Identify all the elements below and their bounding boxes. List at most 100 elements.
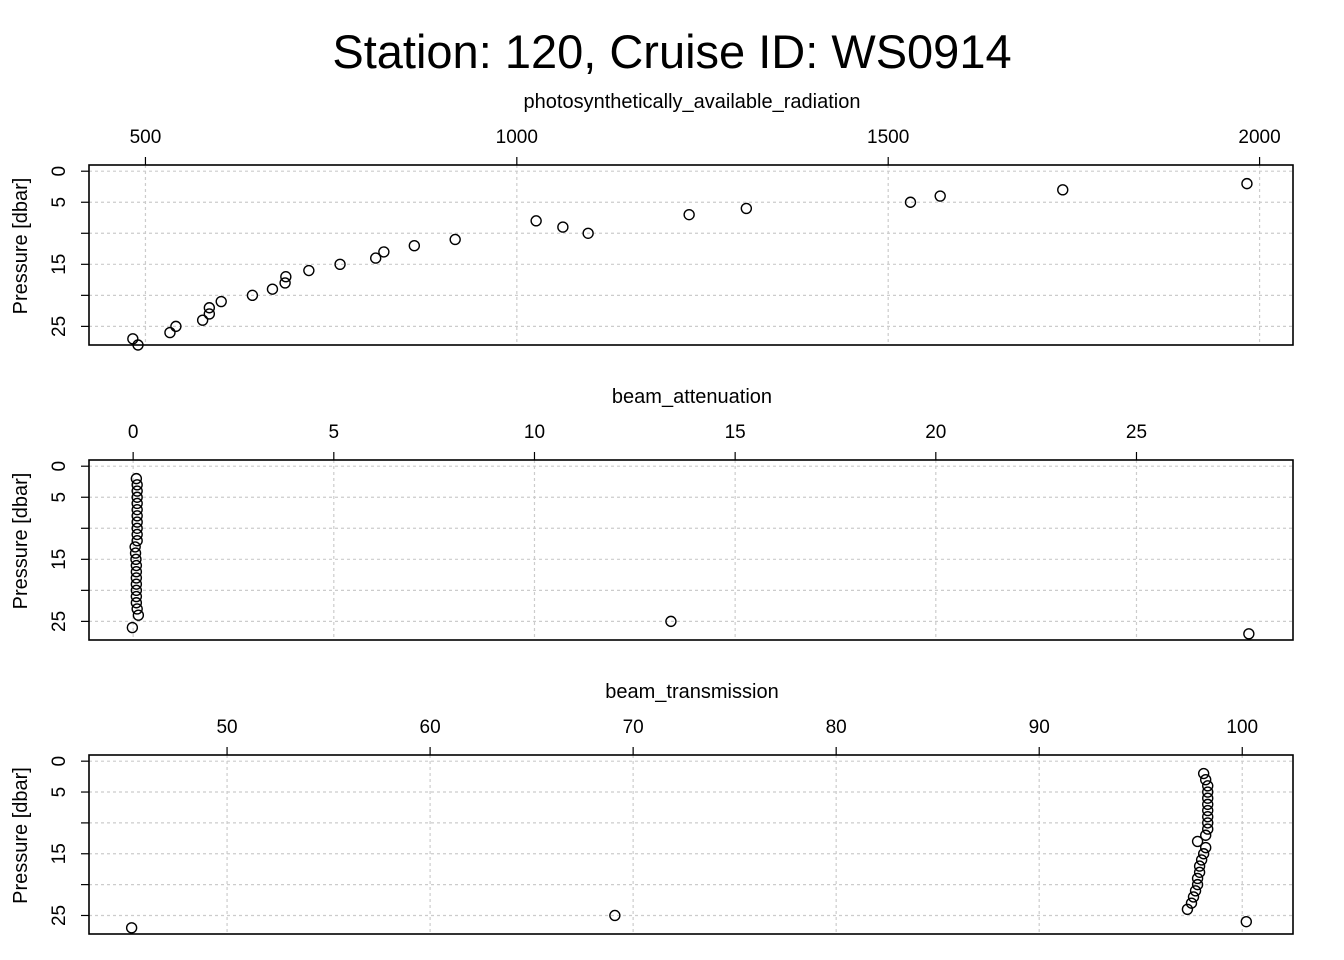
data-point xyxy=(449,233,461,246)
y-tick-label: 5 xyxy=(49,197,70,208)
y-tick-label: 0 xyxy=(49,461,70,472)
x-axis-label: beam_attenuation xyxy=(612,386,772,408)
data-point xyxy=(1191,835,1204,848)
data-point xyxy=(131,528,143,541)
data-point xyxy=(203,308,216,320)
panel-2: 0 5 10 15 20 25 0 5 15 25 beam_attenuation Pressure… xyxy=(10,386,1294,641)
y-tick-label: 15 xyxy=(49,549,70,570)
data-point xyxy=(582,227,594,239)
x-tick-label: 50 xyxy=(216,717,237,738)
data-point xyxy=(934,190,946,202)
x-tick-label: 15 xyxy=(725,422,746,443)
data-point xyxy=(132,609,145,621)
data-point xyxy=(1202,792,1214,804)
data-point xyxy=(127,333,139,345)
data-point xyxy=(131,503,143,516)
data-point xyxy=(170,320,182,333)
data-point xyxy=(131,522,143,534)
data-point xyxy=(130,590,143,603)
y-tick-label: 25 xyxy=(49,611,70,632)
y-tick-label: 0 xyxy=(49,166,70,177)
data-point xyxy=(125,922,138,934)
data-point xyxy=(303,264,315,277)
data-point xyxy=(130,566,143,578)
data-point xyxy=(130,578,143,590)
data-point xyxy=(530,215,542,227)
y-tick-label: 15 xyxy=(49,843,70,864)
data-point xyxy=(1193,866,1206,878)
data-point xyxy=(1189,885,1202,897)
data-point xyxy=(266,283,279,295)
data-point xyxy=(740,202,753,215)
data-point xyxy=(1181,903,1194,916)
x-axis-label: beam_transmission xyxy=(605,681,778,703)
data-point xyxy=(215,295,227,308)
x-tick-label: 90 xyxy=(1029,717,1050,738)
x-tick-label: 2000 xyxy=(1238,127,1280,148)
data-point xyxy=(1243,628,1255,640)
data-point xyxy=(1195,854,1208,866)
data-point xyxy=(130,584,143,597)
data-point xyxy=(246,289,259,302)
data-point xyxy=(1197,767,1210,780)
x-tick-label: 70 xyxy=(623,717,644,738)
data-point xyxy=(408,239,421,252)
data-point xyxy=(683,208,695,221)
x-tick-label: 80 xyxy=(826,717,847,738)
x-tick-label: 20 xyxy=(925,422,946,443)
data-point xyxy=(1191,872,1204,885)
data-point xyxy=(131,516,143,528)
x-tick-label: 60 xyxy=(420,717,441,738)
y-tick-label: 5 xyxy=(49,787,70,798)
data-point xyxy=(1199,773,1212,786)
data-point xyxy=(130,553,142,566)
data-point xyxy=(1199,841,1212,854)
data-point xyxy=(1193,860,1206,872)
data-point xyxy=(131,534,143,547)
data-point xyxy=(131,491,143,503)
y-tick-label: 25 xyxy=(49,316,70,337)
x-tick-label: 1000 xyxy=(496,127,538,148)
data-point xyxy=(130,572,143,584)
data-point xyxy=(279,277,291,289)
y-tick-label: 5 xyxy=(49,492,70,503)
y-tick-label: 0 xyxy=(49,756,70,767)
panel-3: 50 60 70 80 90 100 0 5 15 25 beam_transmission Pres… xyxy=(10,681,1294,935)
data-point xyxy=(1241,177,1253,190)
x-tick-label: 100 xyxy=(1226,717,1258,738)
data-point xyxy=(1199,829,1212,841)
data-point xyxy=(334,258,346,271)
data-point xyxy=(1202,823,1214,835)
y-tick-label: 15 xyxy=(49,254,70,275)
data-point xyxy=(132,339,144,351)
data-point xyxy=(131,603,143,615)
data-point xyxy=(1057,184,1069,196)
data-point xyxy=(378,246,390,258)
data-point xyxy=(131,485,143,497)
data-point xyxy=(609,909,621,922)
data-point xyxy=(280,271,292,283)
data-point xyxy=(1191,878,1204,891)
plot-frame xyxy=(88,164,1294,346)
data-point xyxy=(1202,811,1214,823)
data-point xyxy=(131,497,143,510)
data-point xyxy=(1185,897,1198,909)
plot-frame xyxy=(88,459,1294,641)
y-tick-label: 25 xyxy=(49,905,70,926)
data-point xyxy=(129,541,141,553)
data-point xyxy=(1197,848,1210,860)
data-point xyxy=(557,221,569,233)
data-point xyxy=(130,597,143,609)
x-tick-label: 25 xyxy=(1126,422,1147,443)
data-point xyxy=(1202,798,1214,811)
data-point xyxy=(129,547,142,559)
data-point xyxy=(131,479,143,491)
plot-frame xyxy=(88,754,1294,935)
y-axis-label: Pressure [dbar] xyxy=(10,767,32,904)
data-point xyxy=(665,615,677,628)
data-point xyxy=(1240,915,1253,928)
x-tick-label: 1500 xyxy=(867,127,909,148)
data-point xyxy=(164,326,176,339)
chart-title: Station: 120, Cruise ID: WS0914 xyxy=(332,25,1012,78)
